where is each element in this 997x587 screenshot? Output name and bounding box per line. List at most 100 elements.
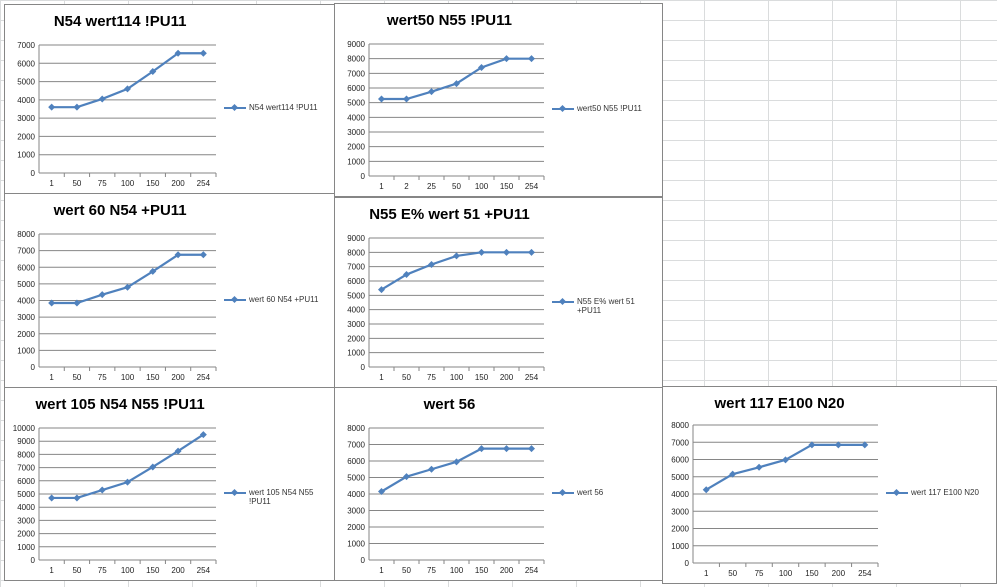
x-tick-label: 1 xyxy=(49,373,54,382)
x-tick-label: 200 xyxy=(500,373,514,382)
legend-label: wert 117 E100 N20 xyxy=(911,488,979,497)
chart-2[interactable]: wert 60 N54 +PU11 0 1000 2000 3000 4000 5000 60… xyxy=(4,193,335,388)
y-tick-label: 6000 xyxy=(347,457,365,466)
x-tick-label: 254 xyxy=(197,566,211,575)
legend-label: N54 wert114 !PU11 xyxy=(249,103,318,112)
data-point xyxy=(48,299,56,307)
x-tick-label: 254 xyxy=(525,182,539,191)
y-tick-label: 8000 xyxy=(17,230,35,239)
chart-0[interactable]: N54 wert114 !PU11 0 1000 2000 3000 4000 5000 60… xyxy=(4,4,335,194)
data-point xyxy=(861,441,869,449)
y-tick-label: 3000 xyxy=(17,516,35,525)
legend: wert 56 xyxy=(552,488,658,498)
y-tick-label: 4000 xyxy=(17,503,35,512)
x-tick-label: 75 xyxy=(98,179,107,188)
x-tick-label: 50 xyxy=(402,373,411,382)
x-tick-label: 254 xyxy=(197,373,211,382)
data-point xyxy=(149,267,157,275)
x-tick-label: 50 xyxy=(72,373,81,382)
x-tick-label: 75 xyxy=(427,566,436,575)
data-point xyxy=(403,95,410,103)
chart-3[interactable]: N55 E% wert 51 +PU11 0 1000 2000 3000 4000 500… xyxy=(334,197,663,388)
y-tick-label: 0 xyxy=(685,559,690,568)
chart-title: wert 56 xyxy=(423,396,476,413)
x-tick-label: 150 xyxy=(805,569,819,578)
x-tick-label: 1 xyxy=(379,373,384,382)
y-tick-label: 4000 xyxy=(17,96,35,105)
y-tick-label: 7000 xyxy=(17,247,35,256)
x-tick-label: 100 xyxy=(450,373,464,382)
chart-1[interactable]: wert50 N55 !PU11 0 1000 2000 3000 4000 5000 600… xyxy=(334,3,663,197)
y-tick-label: 0 xyxy=(361,556,366,565)
y-tick-label: 5000 xyxy=(17,78,35,87)
y-tick-label: 7000 xyxy=(347,263,365,272)
data-point xyxy=(503,445,510,453)
chart-6[interactable]: wert 117 E100 N20 0 1000 2000 3000 4000 5000 60… xyxy=(662,386,997,584)
series-line xyxy=(51,52,204,109)
y-tick-label: 6000 xyxy=(347,84,365,93)
legend: N55 E% wert 51 +PU11 xyxy=(552,297,658,315)
y-tick-label: 8000 xyxy=(671,421,689,430)
data-point xyxy=(428,88,435,96)
data-point xyxy=(124,478,131,486)
y-tick-label: 2000 xyxy=(347,334,365,343)
data-point xyxy=(149,463,157,471)
legend: wert 105 N54 N55 !PU11 xyxy=(224,488,330,506)
x-tick-label: 254 xyxy=(525,373,539,382)
x-tick-label: 200 xyxy=(832,569,846,578)
data-point xyxy=(73,299,81,307)
data-point xyxy=(48,103,56,111)
data-point xyxy=(378,488,385,496)
legend: N54 wert114 !PU11 xyxy=(224,103,330,113)
x-tick-label: 254 xyxy=(858,569,872,578)
x-tick-label: 150 xyxy=(146,179,160,188)
chart-5[interactable]: wert 56 0 1000 2000 3000 4000 5000 6000 7000 8000… xyxy=(334,387,663,581)
y-tick-label: 0 xyxy=(361,172,366,181)
data-point xyxy=(528,445,535,453)
data-point xyxy=(428,261,435,269)
data-point xyxy=(729,470,737,478)
x-tick-label: 1 xyxy=(379,182,384,191)
y-tick-label: 1000 xyxy=(347,349,365,358)
y-tick-label: 2000 xyxy=(17,330,35,339)
legend-marker-icon xyxy=(552,488,574,498)
data-point xyxy=(98,291,106,299)
legend-label: wert 56 xyxy=(577,488,604,497)
data-point xyxy=(503,55,510,63)
x-tick-label: 150 xyxy=(475,566,489,575)
y-tick-label: 7000 xyxy=(671,438,689,447)
y-tick-label: 3000 xyxy=(671,507,689,516)
y-tick-label: 3000 xyxy=(347,128,365,137)
y-tick-label: 4000 xyxy=(347,490,365,499)
data-point xyxy=(478,63,485,71)
x-tick-label: 2 xyxy=(404,182,409,191)
data-point xyxy=(528,248,535,256)
x-tick-label: 200 xyxy=(171,179,185,188)
y-tick-label: 7000 xyxy=(347,441,365,450)
y-tick-label: 2000 xyxy=(347,143,365,152)
legend-label: wert 60 N54 +PU11 xyxy=(249,294,319,304)
y-tick-label: 9000 xyxy=(347,234,365,243)
data-point xyxy=(98,95,106,103)
data-point xyxy=(755,463,763,471)
y-tick-label: 0 xyxy=(31,363,36,372)
legend-marker-icon xyxy=(224,103,246,113)
y-tick-label: 2000 xyxy=(347,523,365,532)
x-tick-label: 1 xyxy=(704,569,709,578)
y-tick-label: 7000 xyxy=(17,464,35,473)
data-point xyxy=(808,441,816,449)
y-tick-label: 4000 xyxy=(347,113,365,122)
x-tick-label: 254 xyxy=(525,566,539,575)
y-tick-label: 0 xyxy=(361,363,366,372)
data-point xyxy=(782,456,789,464)
y-tick-label: 8000 xyxy=(347,55,365,64)
y-tick-label: 5000 xyxy=(17,490,35,499)
y-tick-label: 6000 xyxy=(347,277,365,286)
chart-title: N54 wert114 !PU11 xyxy=(53,13,187,30)
series-line xyxy=(705,443,865,491)
legend-marker-icon xyxy=(552,297,574,307)
chart-title: N55 E% wert 51 +PU11 xyxy=(369,206,530,223)
chart-4[interactable]: wert 105 N54 N55 !PU11 0 1000 2000 3000 4000 5… xyxy=(4,387,335,581)
